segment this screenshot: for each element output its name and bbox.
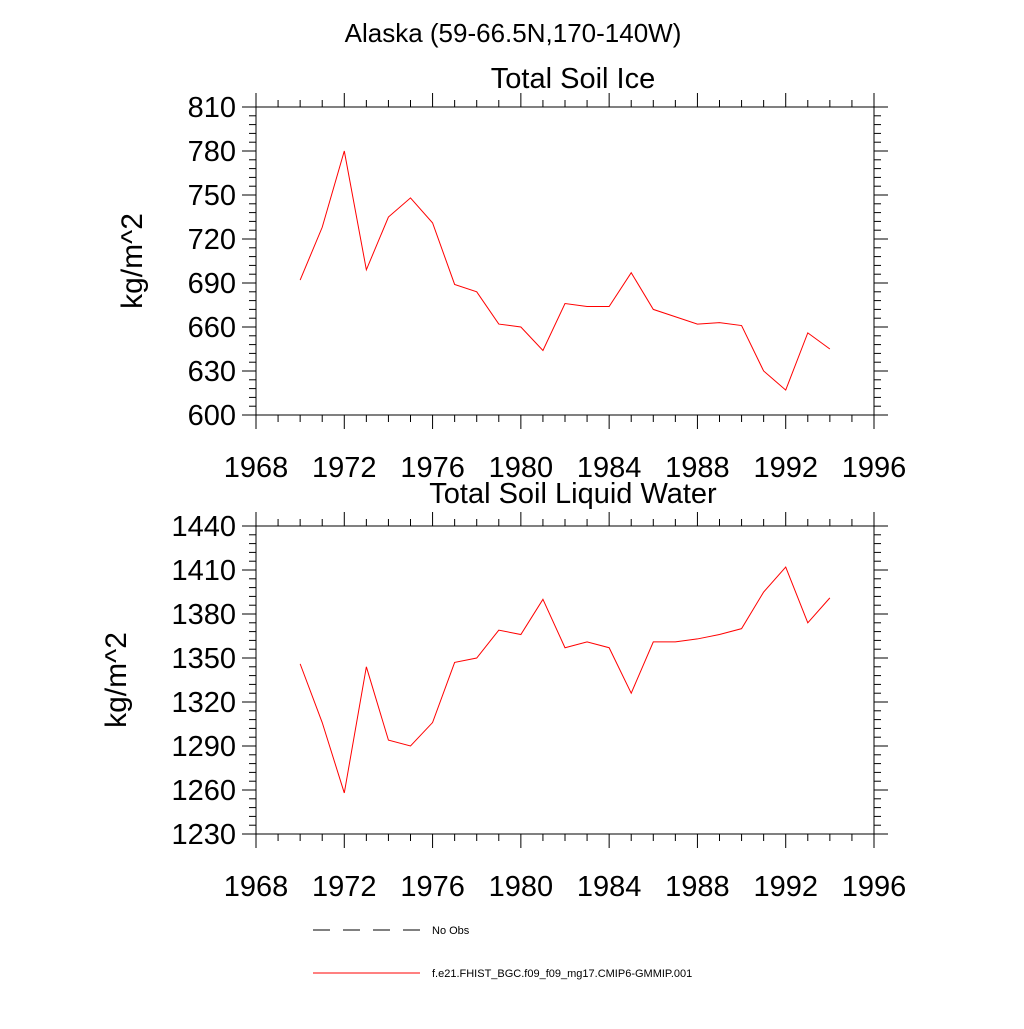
- figure-title: Alaska (59-66.5N,170-140W): [345, 18, 682, 48]
- legend-label-no-obs: No Obs: [432, 925, 470, 937]
- x-tick-label: 1996: [842, 871, 907, 903]
- y-axis-label: kg/m^2: [116, 213, 149, 309]
- x-tick-label: 1996: [842, 452, 907, 484]
- legend: No Obs f.e21.FHIST_BGC.f09_f09_mg17.CMIP…: [313, 925, 692, 980]
- y-tick-label: 810: [188, 92, 236, 124]
- panel-total-soil-liquid-water: Total Soil Liquid Water 1230 1260 1290 1320 1…: [100, 478, 906, 903]
- y-tick-label: 660: [188, 312, 236, 344]
- y-tick-label: 1290: [171, 731, 236, 763]
- y-tick-label: 720: [188, 224, 236, 256]
- y-tick-label: 1230: [171, 819, 236, 851]
- x-tick-label: 1988: [665, 452, 730, 484]
- x-tick-label: 1976: [400, 452, 465, 484]
- y-tick-label: 690: [188, 268, 236, 300]
- y-tick-label: 630: [188, 356, 236, 388]
- x-tick-label: 1992: [753, 871, 818, 903]
- legend-label-model-run: f.e21.FHIST_BGC.f09_f09_mg17.CMIP6-GMMIP…: [432, 968, 692, 980]
- x-tick-label: 1984: [577, 452, 642, 484]
- plot-frame: [255, 106, 875, 416]
- y-tick-label: 750: [188, 180, 236, 212]
- y-tick-label: 1440: [171, 511, 236, 543]
- y-tick-label: 1350: [171, 643, 236, 675]
- series-line: [299, 150, 831, 391]
- y-tick-label: 780: [188, 136, 236, 168]
- x-tick-label: 1984: [577, 871, 642, 903]
- y-tick-label: 1380: [171, 599, 236, 631]
- y-tick-label: 1410: [171, 555, 236, 587]
- panel-title: Total Soil Liquid Water: [429, 478, 717, 510]
- panel-title: Total Soil Ice: [491, 63, 655, 95]
- x-tick-label: 1980: [489, 452, 554, 484]
- x-tick-label: 1972: [312, 452, 377, 484]
- x-tick-label: 1968: [224, 452, 289, 484]
- y-tick-label: 1260: [171, 775, 236, 807]
- panel-total-soil-ice: Total Soil Ice 600 630 660 690 720 750 780 810 19…: [116, 63, 906, 484]
- x-tick-label: 1968: [224, 871, 289, 903]
- x-tick-label: 1992: [753, 452, 818, 484]
- x-tick-label: 1976: [400, 871, 465, 903]
- series-line: [299, 566, 831, 794]
- x-tick-label: 1980: [489, 871, 554, 903]
- y-axis-label: kg/m^2: [100, 632, 133, 728]
- x-tick-label: 1972: [312, 871, 377, 903]
- y-tick-label: 1320: [171, 687, 236, 719]
- y-tick-label: 600: [188, 400, 236, 432]
- x-tick-label: 1988: [665, 871, 730, 903]
